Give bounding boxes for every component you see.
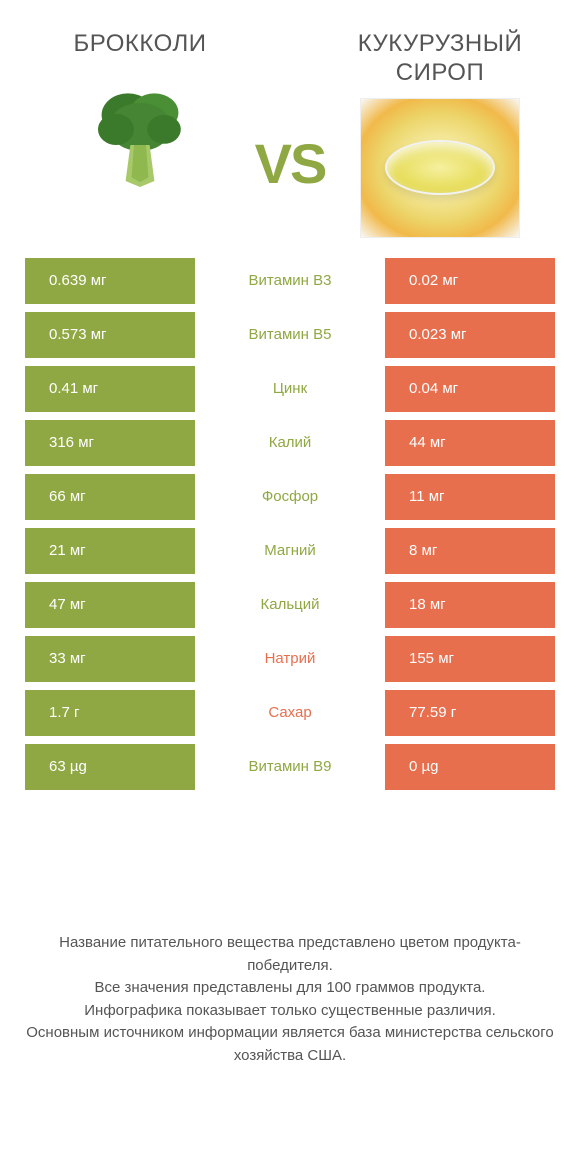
left-value: 47 мг — [25, 582, 195, 628]
nutrient-label: Витамин B9 — [195, 744, 385, 790]
left-value: 21 мг — [25, 528, 195, 574]
footer-line: Основным источником информации является … — [25, 1022, 555, 1067]
left-value: 63 µg — [25, 744, 195, 790]
nutrient-label: Калий — [195, 420, 385, 466]
nutrient-label: Витамин B5 — [195, 312, 385, 358]
table-row: 1.7 гСахар77.59 г — [25, 690, 555, 736]
nutrient-label: Витамин B3 — [195, 258, 385, 304]
nutrient-label: Кальций — [195, 582, 385, 628]
corn-syrup-icon — [360, 103, 520, 233]
right-value: 0.02 мг — [385, 258, 555, 304]
right-value: 44 мг — [385, 420, 555, 466]
table-row: 0.573 мгВитамин B50.023 мг — [25, 312, 555, 358]
right-value: 0.04 мг — [385, 366, 555, 412]
nutrient-label: Сахар — [195, 690, 385, 736]
nutrient-label: Магний — [195, 528, 385, 574]
right-value: 0.023 мг — [385, 312, 555, 358]
nutrient-label: Фосфор — [195, 474, 385, 520]
left-value: 0.573 мг — [25, 312, 195, 358]
vs-label: VS — [255, 131, 326, 196]
right-value: 77.59 г — [385, 690, 555, 736]
right-value: 155 мг — [385, 636, 555, 682]
table-row: 0.41 мгЦинк0.04 мг — [25, 366, 555, 412]
footer-line: Все значения представлены для 100 граммо… — [25, 977, 555, 1000]
table-row: 33 мгНатрий155 мг — [25, 636, 555, 682]
right-value: 0 µg — [385, 744, 555, 790]
table-row: 316 мгКалий44 мг — [25, 420, 555, 466]
nutrient-label: Цинк — [195, 366, 385, 412]
header: Брокколи VS Кукурузный сироп — [0, 0, 580, 243]
left-value: 66 мг — [25, 474, 195, 520]
left-value: 0.41 мг — [25, 366, 195, 412]
left-value: 316 мг — [25, 420, 195, 466]
table-row: 66 мгФосфор11 мг — [25, 474, 555, 520]
broccoli-icon — [60, 74, 220, 204]
table-row: 47 мгКальций18 мг — [25, 582, 555, 628]
left-value: 0.639 мг — [25, 258, 195, 304]
table-row: 21 мгМагний8 мг — [25, 528, 555, 574]
footer-notes: Название питательного вещества представл… — [0, 932, 580, 1067]
comparison-table: 0.639 мгВитамин B30.02 мг0.573 мгВитамин… — [0, 243, 580, 790]
left-title: Брокколи — [30, 30, 250, 59]
footer-line: Название питательного вещества представл… — [25, 932, 555, 977]
header-right: Кукурузный сироп — [330, 30, 550, 233]
footer-line: Инфографика показывает только существенн… — [25, 1000, 555, 1023]
left-value: 1.7 г — [25, 690, 195, 736]
header-left: Брокколи — [30, 30, 250, 204]
right-value: 8 мг — [385, 528, 555, 574]
table-row: 63 µgВитамин B90 µg — [25, 744, 555, 790]
right-title: Кукурузный сироп — [330, 30, 550, 88]
table-row: 0.639 мгВитамин B30.02 мг — [25, 258, 555, 304]
right-value: 11 мг — [385, 474, 555, 520]
right-value: 18 мг — [385, 582, 555, 628]
nutrient-label: Натрий — [195, 636, 385, 682]
left-value: 33 мг — [25, 636, 195, 682]
